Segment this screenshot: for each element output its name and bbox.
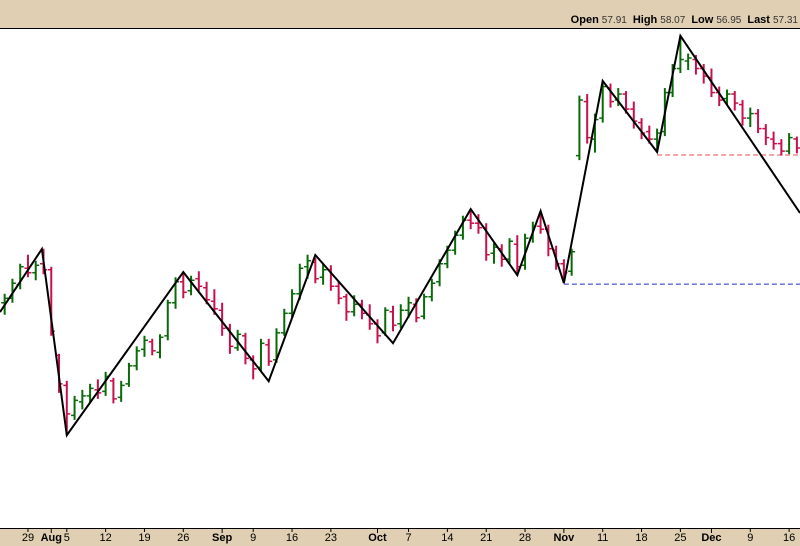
month-label: Nov (553, 532, 575, 544)
month-label: Oct (368, 532, 387, 544)
header-band (0, 0, 800, 28)
header-value: 56.95 (716, 15, 741, 26)
month-label: Aug (41, 532, 62, 544)
x-tick-label: 14 (441, 532, 453, 544)
axis-band (0, 528, 800, 546)
x-tick-label: 9 (747, 532, 753, 544)
x-tick-label: 18 (635, 532, 647, 544)
x-tick-label: 25 (674, 532, 686, 544)
x-tick-label: 19 (138, 532, 150, 544)
header-label: High (633, 14, 658, 26)
x-tick-label: 21 (480, 532, 492, 544)
header-label: Open (571, 14, 599, 26)
x-tick-label: 11 (597, 532, 608, 544)
month-label: Sep (212, 532, 232, 544)
x-tick-label: 23 (325, 532, 337, 544)
x-tick-label: 7 (405, 532, 411, 544)
ohlc-header: Open 57.91 High 58.07 Low 56.95 Last 57.31 (571, 14, 799, 26)
header-label: Low (691, 14, 713, 26)
header-label: Last (747, 14, 770, 26)
header-value: 58.07 (660, 15, 685, 26)
x-tick-label: 26 (177, 532, 189, 544)
zigzag-line (0, 33, 800, 438)
month-label: Dec (701, 532, 721, 544)
x-tick-label: 5 (64, 532, 70, 544)
header-value: 57.91 (602, 15, 627, 26)
x-tick-label: 12 (100, 532, 112, 544)
x-tick-label: 28 (519, 532, 531, 544)
x-tick-label: 16 (783, 532, 795, 544)
x-tick-label: 16 (286, 532, 298, 544)
header-value: 57.31 (773, 15, 798, 26)
x-tick-label: 9 (250, 532, 256, 544)
x-tick-label: 29 (22, 532, 34, 544)
